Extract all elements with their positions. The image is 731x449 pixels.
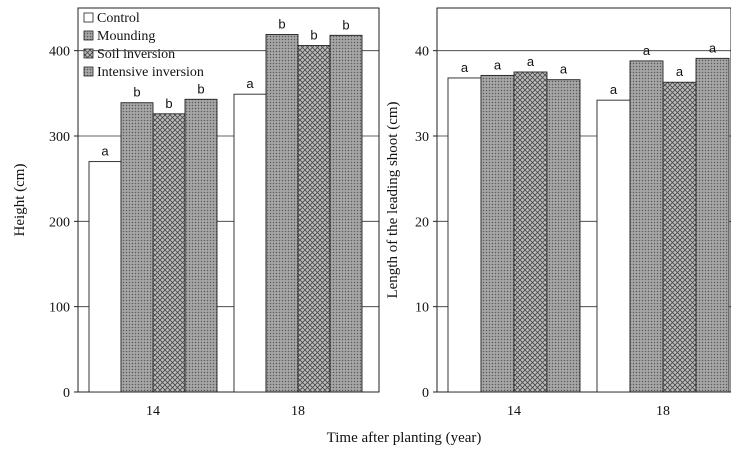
bar-control-14 (447, 77, 482, 393)
significance-letter: b (310, 28, 317, 43)
y-tick-label: 40 (415, 45, 429, 60)
y-axis-title: Length of the leading shoot (cm) (385, 101, 401, 298)
bar-mounding-18 (629, 60, 664, 393)
bar-soil-inversion-18 (662, 81, 697, 393)
y-axis-title: Height (cm) (12, 164, 28, 237)
y-tick-label: 0 (422, 386, 429, 401)
x-tick-label: 14 (507, 404, 521, 419)
bar-soil-inversion-14 (513, 71, 548, 393)
significance-letter: a (560, 62, 568, 77)
significance-letter: a (101, 144, 109, 159)
bar-control-18 (233, 93, 267, 393)
significance-letter: b (197, 81, 204, 96)
significance-letter: b (342, 17, 349, 32)
y-tick-label: 0 (63, 386, 70, 401)
legend-label-intensive-inversion: Intensive inversion (97, 65, 204, 80)
y-tick-label: 300 (49, 130, 70, 145)
significance-letter: a (709, 40, 717, 55)
bar-mounding-14 (120, 102, 154, 393)
height-chart: a b b b 14 a b b b 18 0 100 200 300 400 Height (cm) (12, 7, 380, 419)
plot-frame (436, 7, 731, 393)
bar-soil-inversion-14 (152, 113, 186, 393)
y-tick-label: 30 (415, 130, 429, 145)
significance-letter: b (165, 96, 172, 111)
significance-letter: b (278, 16, 285, 31)
leading-shoot-chart: a a a a 14 a a a a 18 0 10 20 30 40 Length of the leadi… (385, 7, 731, 419)
bar-control-18 (596, 99, 631, 393)
x-tick-label: 18 (291, 404, 305, 419)
legend-label-mounding: Mounding (97, 29, 155, 44)
bar-mounding-14 (480, 74, 515, 393)
bar-intensive-inversion-18 (329, 34, 363, 393)
significance-letter: a (527, 54, 535, 69)
significance-letter: a (610, 82, 618, 97)
y-tick-label: 200 (49, 215, 70, 230)
legend-label-control: Control (97, 11, 140, 26)
y-tick-label: 20 (415, 215, 429, 230)
x-tick-label: 14 (146, 404, 160, 419)
legend-label-soil-inversion: Soil inversion (97, 47, 175, 62)
legend-swatch-control (83, 12, 94, 23)
legend-swatch-mounding (83, 30, 94, 41)
significance-letter: a (643, 43, 651, 58)
legend: Control Mounding Soil inversion Intensiv… (83, 11, 204, 80)
significance-letter: a (246, 76, 254, 91)
legend-swatch-soil-inversion (83, 48, 94, 59)
significance-letter: a (676, 64, 684, 79)
y-tick-label: 100 (49, 301, 70, 316)
legend-swatch-intensive-inversion (83, 66, 94, 77)
bar-mounding-18 (265, 34, 299, 393)
significance-letter: a (494, 57, 502, 72)
bar-intensive-inversion-14 (546, 79, 581, 393)
bar-control-14 (88, 161, 122, 393)
y-tick-label: 400 (49, 45, 70, 60)
bar-intensive-inversion-14 (184, 98, 218, 393)
significance-letter: a (461, 60, 469, 75)
bar-soil-inversion-18 (297, 45, 331, 393)
y-tick-label: 10 (415, 301, 429, 316)
significance-letter: b (133, 85, 140, 100)
x-tick-label: 18 (656, 404, 670, 419)
bar-intensive-inversion-18 (695, 57, 730, 393)
plot-frame (77, 7, 380, 393)
x-axis-title: Time after planting (year) (327, 430, 482, 446)
